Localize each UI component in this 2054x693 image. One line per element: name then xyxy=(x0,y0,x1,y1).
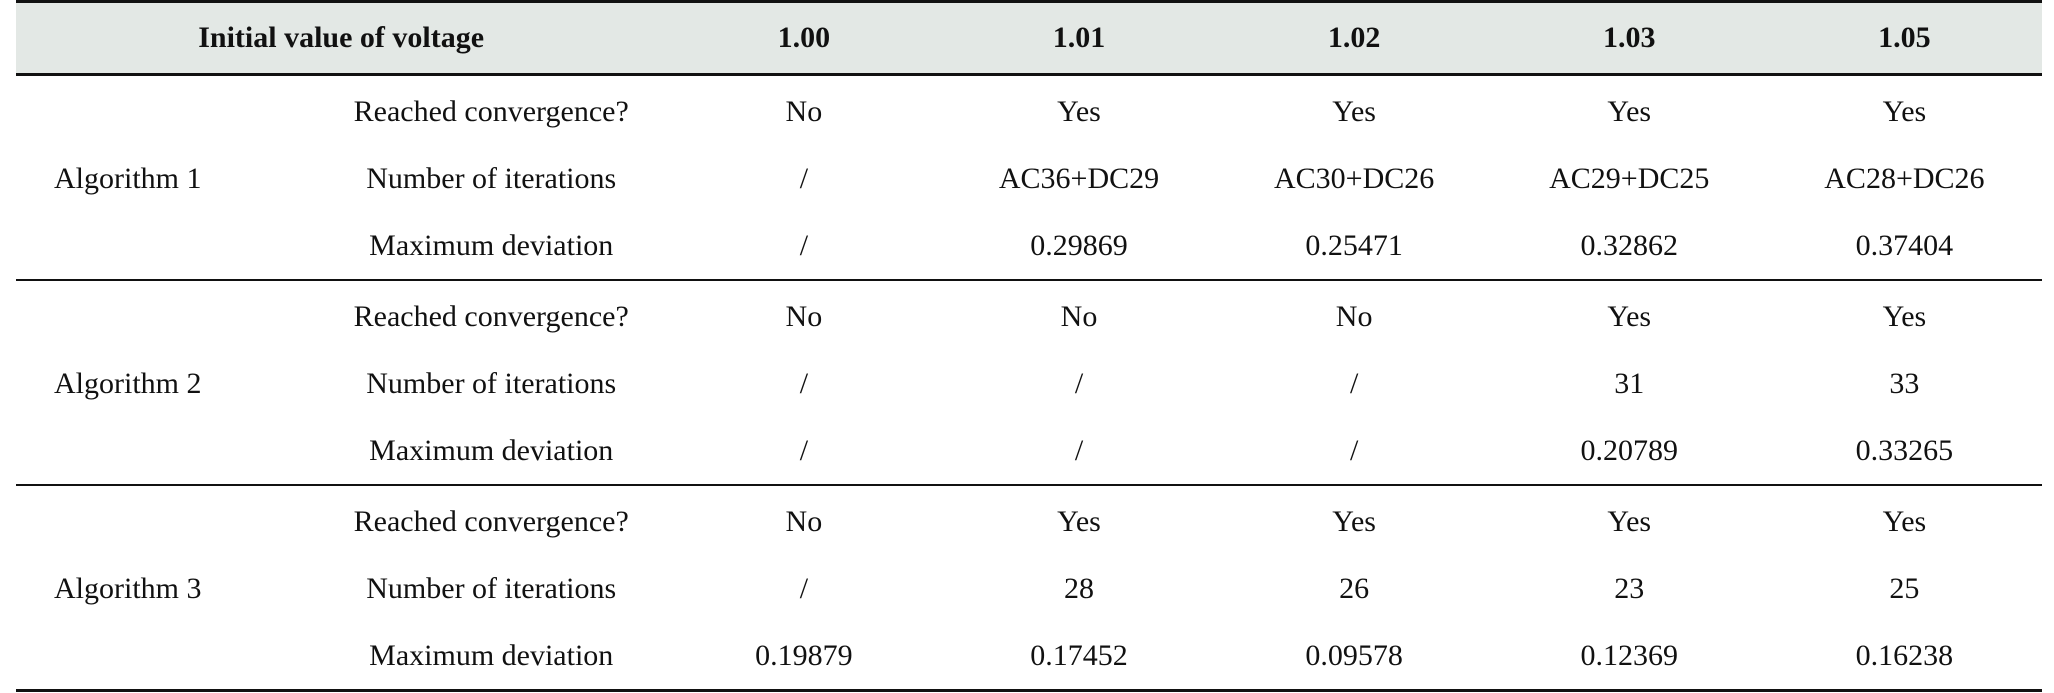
header-col-1-01: 1.01 xyxy=(941,0,1217,76)
table-cell: / xyxy=(799,366,809,400)
table-cell: 25 xyxy=(1889,571,1920,605)
table-cell: Yes xyxy=(1332,504,1376,538)
table-row: Number of iterations / / / 31 33 xyxy=(16,350,2042,417)
metric-label: Number of iterations xyxy=(366,161,617,195)
table-cell: / xyxy=(799,161,809,195)
table-cell: 0.16238 xyxy=(1766,622,2042,692)
table-cell: Yes xyxy=(1057,94,1101,128)
table-cell: Yes xyxy=(1332,94,1376,128)
table-cell: 0.20789 xyxy=(1491,417,1767,486)
table-row: Maximum deviation 0.19879 0.17452 0.0957… xyxy=(16,622,2042,692)
table-cell: 33 xyxy=(1889,366,1920,400)
table-header: Initial value of voltage 1.00 1.01 1.02 … xyxy=(16,0,2042,76)
table-cell: 0.17452 xyxy=(941,622,1217,692)
table-cell: 26 xyxy=(1339,571,1370,605)
metric-label: Reached convergence? xyxy=(353,299,629,333)
table-cell: 0.37404 xyxy=(1766,212,2042,281)
table-cell: 0.29869 xyxy=(941,212,1217,281)
metric-label: Reached convergence? xyxy=(353,94,629,128)
table-cell: No xyxy=(1060,299,1098,333)
header-col-1-05: 1.05 xyxy=(1766,0,2042,76)
table-cell: AC36+DC29 xyxy=(998,161,1160,195)
table-cell: 0.32862 xyxy=(1491,212,1767,281)
header-col-1-03: 1.03 xyxy=(1491,0,1767,76)
table-row: Algorithm 2 Reached convergence? No No N… xyxy=(16,280,2042,486)
metric-label: Number of iterations xyxy=(366,571,617,605)
table-row: Number of iterations / AC36+DC29 AC30+DC… xyxy=(16,145,2042,212)
metric-label: Maximum deviation xyxy=(316,212,667,281)
table-row: Algorithm 3 Reached convergence? No Yes … xyxy=(16,485,2042,692)
table-cell: 0.19879 xyxy=(666,622,942,692)
metric-label: Number of iterations xyxy=(366,366,617,400)
table-cell: No xyxy=(785,299,823,333)
algorithm-name: Algorithm 3 xyxy=(16,485,317,692)
table-cell: No xyxy=(785,94,823,128)
table-cell: 0.33265 xyxy=(1766,417,2042,486)
table-cell: 23 xyxy=(1614,571,1645,605)
table-cell: / xyxy=(1349,366,1359,400)
table-cell: 0.09578 xyxy=(1216,622,1492,692)
table-cell: AC28+DC26 xyxy=(1824,161,1985,195)
header-col-1-00: 1.00 xyxy=(666,0,942,76)
table-cell: / xyxy=(666,212,942,281)
table-row: Maximum deviation / / / 0.20789 0.33265 xyxy=(16,417,2042,486)
table-cell: / xyxy=(1216,417,1492,486)
table-cell: Yes xyxy=(1057,504,1101,538)
table-cell: 0.25471 xyxy=(1216,212,1492,281)
voltage-results-table: Initial value of voltage 1.00 1.01 1.02 … xyxy=(16,0,2042,692)
table-cell: Yes xyxy=(1882,94,1927,128)
table-cell: / xyxy=(666,417,942,486)
table-cell: AC30+DC26 xyxy=(1273,161,1435,195)
table-cell: 28 xyxy=(1064,571,1094,605)
header-label: Initial value of voltage xyxy=(16,0,667,76)
header-col-1-02: 1.02 xyxy=(1216,0,1492,76)
table-row: Maximum deviation / 0.29869 0.25471 0.32… xyxy=(16,212,2042,281)
table-cell: No xyxy=(1335,299,1373,333)
algorithm-name: Algorithm 1 xyxy=(16,74,317,281)
metric-label: Reached convergence? xyxy=(353,504,629,538)
table-cell: / xyxy=(941,417,1217,486)
table-cell: Yes xyxy=(1882,504,1927,538)
metric-label: Maximum deviation xyxy=(316,622,667,692)
table-body: Algorithm 1 Reached convergence? No Yes … xyxy=(16,74,2042,692)
table-cell: Yes xyxy=(1882,299,1927,333)
table-cell: No xyxy=(785,504,823,538)
table-cell: / xyxy=(799,571,809,605)
table-cell: Yes xyxy=(1607,94,1652,128)
table-row: Number of iterations / 28 26 23 25 xyxy=(16,555,2042,622)
table-cell: AC29+DC25 xyxy=(1549,161,1710,195)
table-row: Algorithm 1 Reached convergence? No Yes … xyxy=(16,74,2042,281)
table-cell: Yes xyxy=(1607,299,1652,333)
table-cell: 0.12369 xyxy=(1491,622,1767,692)
algorithm-name: Algorithm 2 xyxy=(16,280,317,486)
table-cell: 31 xyxy=(1614,366,1645,400)
header-row: Initial value of voltage 1.00 1.01 1.02 … xyxy=(16,0,2042,76)
table-cell: Yes xyxy=(1607,504,1652,538)
results-table-container: Initial value of voltage 1.00 1.01 1.02 … xyxy=(16,0,2042,692)
metric-label: Maximum deviation xyxy=(316,417,667,486)
table-cell: / xyxy=(1074,366,1084,400)
